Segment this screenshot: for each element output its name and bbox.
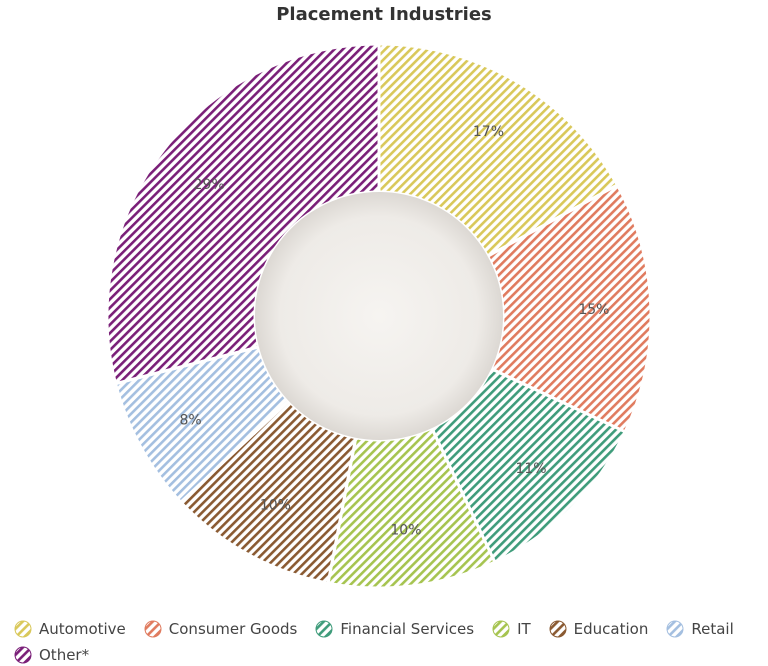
legend-swatch-icon <box>666 620 684 638</box>
data-label-other: 29% <box>194 177 225 193</box>
legend-item-education[interactable]: Education <box>549 618 649 640</box>
legend-swatch-icon <box>315 620 333 638</box>
legend-item-financial-services[interactable]: Financial Services <box>315 618 474 640</box>
chart-title: Placement Industries <box>276 4 492 25</box>
legend-swatch-icon <box>144 620 162 638</box>
legend-label: IT <box>517 620 531 638</box>
legend-swatch-icon <box>14 620 32 638</box>
data-label-it: 10% <box>390 522 421 538</box>
data-label-financial-services: 11% <box>515 461 546 477</box>
donut-hole <box>255 192 503 440</box>
legend-item-it[interactable]: IT <box>492 618 531 640</box>
legend-swatch-icon <box>549 620 567 638</box>
data-label-retail: 8% <box>179 413 201 429</box>
legend-label: Other* <box>39 646 90 664</box>
legend-label: Automotive <box>39 620 126 638</box>
legend-swatch-icon <box>492 620 510 638</box>
data-label-consumer-goods: 15% <box>578 302 609 318</box>
legend-item-consumer-goods[interactable]: Consumer Goods <box>144 618 298 640</box>
legend: Automotive Consumer Goods Financial Servic… <box>14 618 764 666</box>
donut-chart: 17% 15% 11% 10% 10% 8% 29% <box>105 42 653 590</box>
legend-item-other[interactable]: Other* <box>14 644 89 666</box>
legend-label: Consumer Goods <box>168 620 298 638</box>
data-label-education: 10% <box>260 497 291 513</box>
legend-label: Financial Services <box>340 620 475 638</box>
legend-label: Education <box>573 620 649 638</box>
legend-label: Retail <box>691 620 734 638</box>
legend-swatch-icon <box>14 646 32 664</box>
legend-item-automotive[interactable]: Automotive <box>14 618 126 640</box>
data-label-automotive: 17% <box>473 124 504 140</box>
legend-item-retail[interactable]: Retail <box>666 618 734 640</box>
